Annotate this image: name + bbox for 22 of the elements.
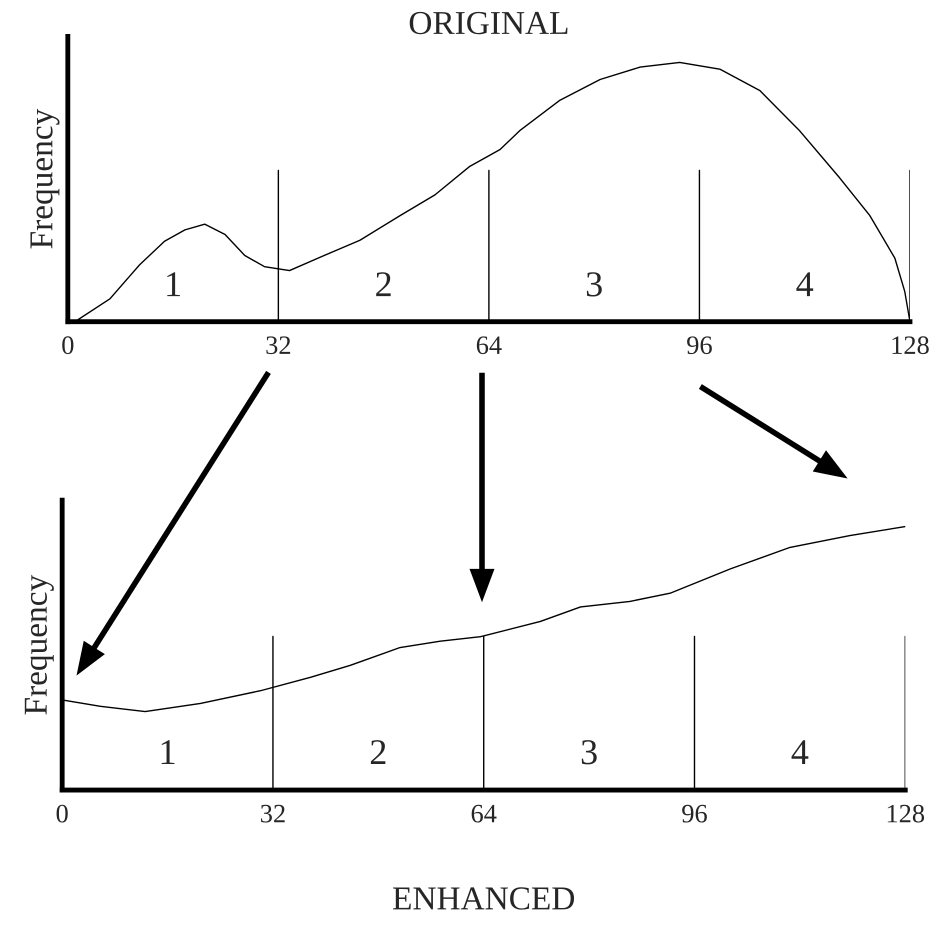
x-tick-label: 96	[682, 804, 707, 823]
annotation: 2	[376, 272, 391, 296]
x-tick-label: 64	[476, 336, 502, 354]
annotation: 4	[796, 272, 814, 296]
annotation: 3	[586, 272, 602, 296]
annotation: 1	[162, 740, 174, 764]
x-tick-label: 128	[888, 804, 924, 823]
annotation: 3	[582, 740, 597, 764]
x-tick-label: 0	[56, 804, 68, 823]
annotation: 1	[167, 272, 180, 296]
annotation: 2	[370, 740, 386, 764]
x-tick-label: 0	[62, 336, 74, 354]
y-axis-title: Frequency	[30, 108, 60, 248]
x-tick-label: 128	[892, 336, 929, 354]
y-axis-title: Frequency	[24, 574, 54, 715]
x-tick-label: 64	[472, 804, 496, 823]
x-tick-label: 32	[261, 804, 285, 823]
x-tick-label: 32	[266, 336, 290, 354]
x-tick-label: 96	[687, 336, 712, 354]
x-axis-title: ENHANCED	[393, 887, 574, 910]
chart-title: ORIGINAL	[410, 12, 568, 34]
annotation: 4	[792, 740, 808, 764]
